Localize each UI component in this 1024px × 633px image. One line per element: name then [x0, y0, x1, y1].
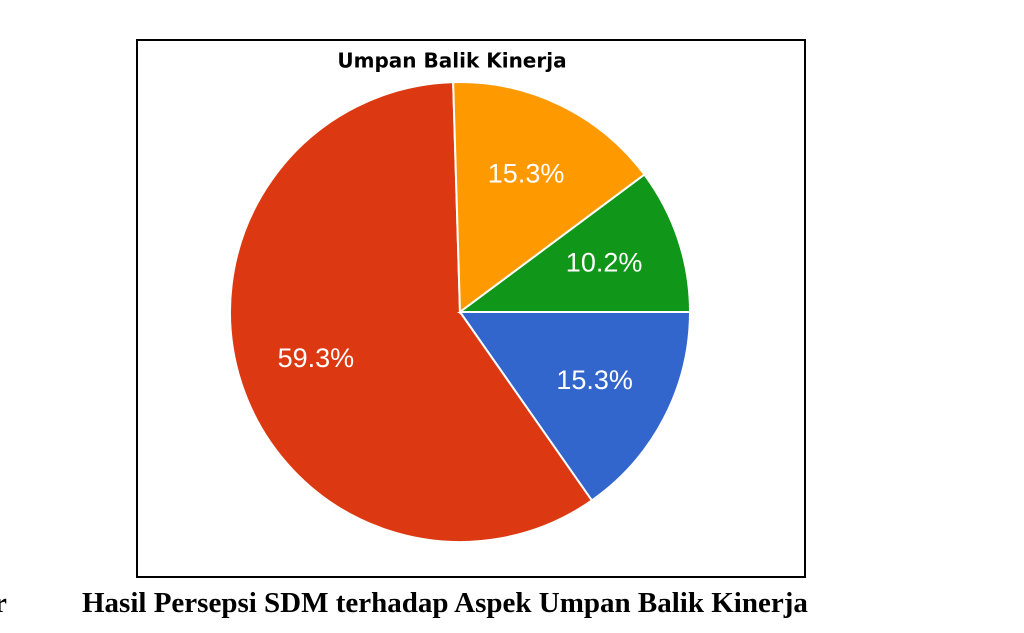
- caption: Hasil Persepsi SDM terhadap Aspek Umpan …: [82, 587, 808, 619]
- pie-slice: [456, 173, 692, 313]
- pie-slice: [229, 81, 594, 543]
- pie-slice: [458, 311, 692, 502]
- chart-title: Umpan Balik Kinerja: [337, 49, 566, 73]
- pie: 15.3% 59.3% 15.3% 10.2%: [229, 81, 692, 543]
- slice-label: 59.3%: [278, 343, 355, 373]
- slice-label: 15.3%: [488, 158, 565, 188]
- pie-slice: [452, 81, 646, 314]
- slice-label: 10.2%: [566, 247, 643, 277]
- slice-label: 15.3%: [556, 365, 633, 395]
- caption-fragment: r: [0, 587, 7, 619]
